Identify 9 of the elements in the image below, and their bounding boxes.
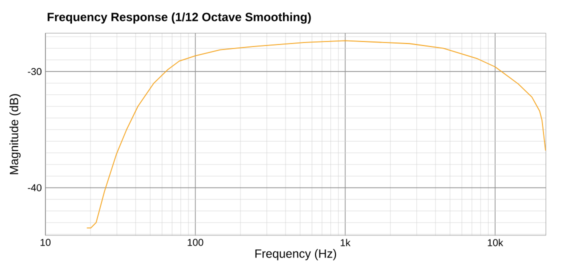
y-axis-title: Magnitude (dB)	[9, 94, 21, 174]
x-tick-label: 10	[40, 239, 51, 246]
x-tick-label: 10k	[488, 239, 504, 246]
x-axis-title: Frequency (Hz)	[255, 249, 336, 260]
x-tick-label: 1k	[340, 239, 351, 246]
y-tick-label: -40	[28, 184, 42, 192]
chart-title: Frequency Response (1/12 Octave Smoothing)	[48, 12, 311, 24]
x-tick-label: 100	[188, 239, 204, 246]
y-tick-label: -30	[28, 68, 42, 76]
